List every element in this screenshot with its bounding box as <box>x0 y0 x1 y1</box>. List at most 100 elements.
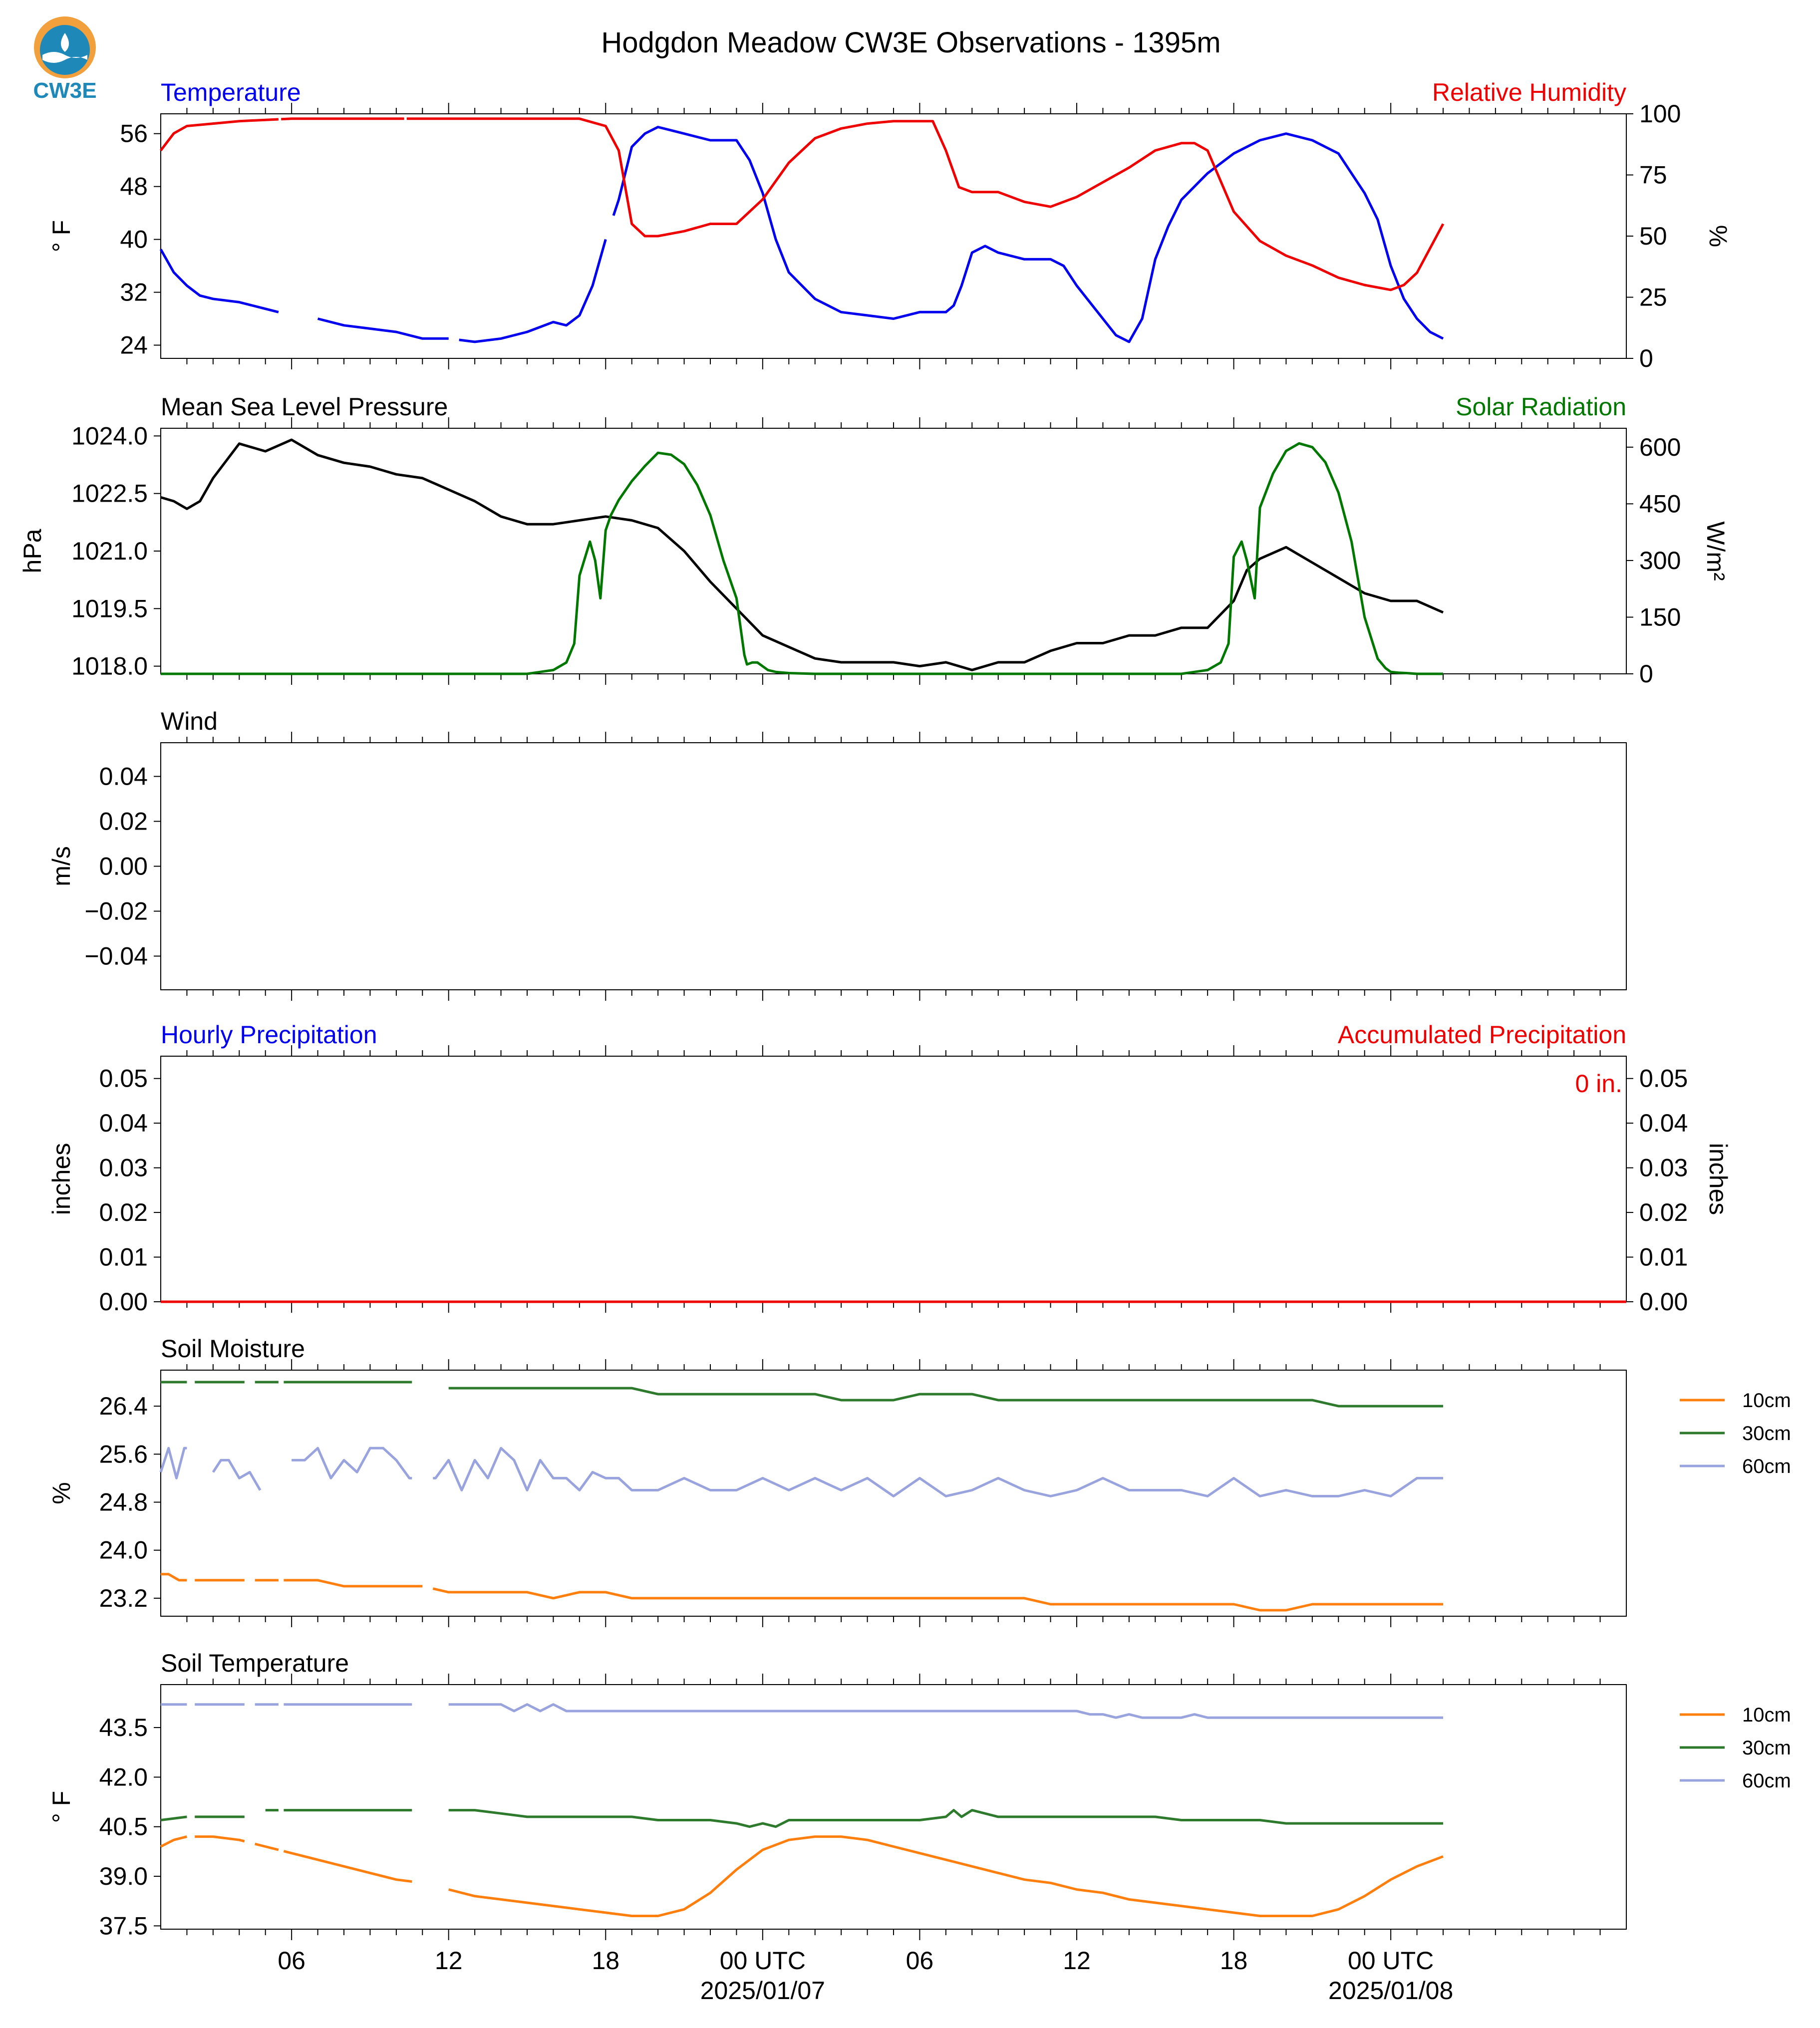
y-tick-label-left: 0.03 <box>99 1154 148 1182</box>
series-line-temperature <box>159 126 1444 343</box>
y-tick-label-left: 0.00 <box>99 853 148 880</box>
panel-title-left: Soil Moisture <box>161 1335 305 1363</box>
y-axis-label-left: inches <box>47 1143 75 1215</box>
x-tick-label: 18 <box>1220 1947 1248 1975</box>
y-tick-label-left: 40.5 <box>99 1813 148 1841</box>
x-tick-label: 00 UTC <box>1348 1947 1434 1975</box>
chart-panel-4: Soil Moisture 23.2 24.0 24.8 25.6 26.4% 10cm 30… <box>47 1335 1791 1627</box>
chart-panel-2: Wind −0.04 −0.02 0.00 0.02 0.04 m/s <box>47 707 1627 1001</box>
y-tick-label-left: 24 <box>120 331 148 359</box>
y-tick-label-left: 0.02 <box>99 1198 148 1226</box>
x-date-label: 2025/01/08 <box>1328 1977 1453 2005</box>
legend-label: 10cm <box>1742 1704 1791 1726</box>
series-line-relative-humidity <box>160 117 1445 291</box>
chart-panel-1: Mean Sea Level Pressure Solar Radiation 10… <box>18 393 1730 688</box>
y-tick-label-left: 26.4 <box>99 1392 148 1420</box>
y-axis-label-right: inches <box>1704 1143 1732 1215</box>
y-tick-label-left: 56 <box>120 120 148 148</box>
legend-label: 10cm <box>1742 1390 1791 1412</box>
panel-title-left: Soil Temperature <box>161 1649 349 1677</box>
y-tick-label-left: 37.5 <box>99 1912 148 1940</box>
y-tick-label-left: 1021.0 <box>71 537 148 565</box>
legend-label: 30cm <box>1742 1737 1791 1759</box>
y-axis-label-left: % <box>47 1482 75 1504</box>
y-tick-label-right: 0.05 <box>1639 1065 1688 1093</box>
y-tick-label-left: 0.00 <box>99 1288 148 1316</box>
x-tick-label: 12 <box>435 1947 463 1975</box>
chart-panel-0: Temperature Relative Humidity 24 32 40 48 56 0 2… <box>47 78 1732 372</box>
y-tick-label-right: 75 <box>1639 161 1667 189</box>
series-line-10cm <box>161 1573 1443 1612</box>
panels: Temperature Relative Humidity 24 32 40 48 56 0 2… <box>18 78 1791 2005</box>
y-axis-label-left: ° F <box>47 1791 75 1823</box>
y-tick-label-left: 1024.0 <box>71 422 148 450</box>
y-tick-label-left: 24.8 <box>99 1488 148 1516</box>
panel-title-left: Mean Sea Level Pressure <box>161 393 448 421</box>
series-line-30cm <box>160 1809 1443 1828</box>
y-tick-label-right: 0 <box>1639 344 1653 372</box>
panel-title-right: Accumulated Precipitation <box>1338 1021 1626 1049</box>
y-axis-label-left: ° F <box>47 220 75 252</box>
x-tick-label: 06 <box>278 1947 305 1975</box>
accumulated-total-label: 0 in. <box>1575 1070 1622 1098</box>
y-tick-label-right: 0 <box>1639 660 1653 688</box>
legend-label: 60cm <box>1742 1455 1791 1477</box>
y-tick-label-right: 600 <box>1639 433 1681 461</box>
y-tick-label-right: 0.04 <box>1639 1109 1688 1137</box>
y-tick-label-left: 39.0 <box>99 1862 148 1890</box>
x-tick-label: 12 <box>1063 1947 1091 1975</box>
cw3e-logo: CW3E <box>33 16 97 103</box>
x-tick-label: 06 <box>906 1947 934 1975</box>
x-date-label: 2025/01/07 <box>700 1977 825 2005</box>
logo-text: CW3E <box>33 78 96 103</box>
y-tick-label-left: 0.02 <box>99 808 148 836</box>
y-tick-label-left: 32 <box>120 279 148 306</box>
legend-label: 60cm <box>1742 1770 1791 1792</box>
y-tick-label-left: 0.05 <box>99 1065 148 1093</box>
y-tick-label-left: 1022.5 <box>71 480 148 508</box>
y-tick-label-left: 43.5 <box>99 1714 148 1741</box>
y-tick-label-right: 450 <box>1639 490 1681 518</box>
x-tick-label: 00 UTC <box>720 1947 806 1975</box>
panel-title-left: Hourly Precipitation <box>161 1021 377 1049</box>
y-tick-label-left: −0.04 <box>84 942 148 970</box>
y-tick-label-left: 48 <box>120 173 148 201</box>
y-tick-label-right: 100 <box>1639 100 1681 128</box>
x-tick-label: 18 <box>592 1947 619 1975</box>
series-line-solar-radiation <box>161 442 1443 675</box>
y-tick-label-left: 1019.5 <box>71 594 148 622</box>
series-line-mean-sea-level-pressure <box>160 438 1444 671</box>
series-line-10cm <box>160 1835 1444 1917</box>
chart-panel-3: Hourly Precipitation Accumulated Precipit… <box>47 1021 1732 1316</box>
y-tick-label-left: −0.02 <box>84 897 148 925</box>
legend-label: 30cm <box>1742 1423 1791 1445</box>
y-tick-label-left: 42.0 <box>99 1763 148 1791</box>
panel-title-left: Wind <box>161 707 218 735</box>
logo-wave-icon <box>42 52 87 63</box>
y-tick-label-right: 0.00 <box>1639 1288 1688 1316</box>
panel-title-right: Solar Radiation <box>1456 393 1626 421</box>
chart-panel-5: Soil Temperature 37.5 39.0 40.5 42.0 43.5 ° F 1… <box>47 1649 1791 2005</box>
y-tick-label-right: 25 <box>1639 284 1667 311</box>
y-tick-label-left: 0.04 <box>99 763 148 791</box>
y-tick-label-right: 150 <box>1639 603 1681 631</box>
series-line-60cm <box>159 1447 1443 1497</box>
y-tick-label-right: 0.03 <box>1639 1154 1688 1182</box>
y-tick-label-right: 50 <box>1639 222 1667 250</box>
y-tick-label-right: 300 <box>1639 547 1681 575</box>
series-line-30cm <box>161 1381 1443 1408</box>
logo-drop-icon <box>61 33 69 52</box>
series-line-60cm <box>161 1703 1443 1719</box>
figure-title: Hodgdon Meadow CW3E Observations - 1395m <box>601 26 1220 59</box>
y-tick-label-left: 0.01 <box>99 1243 148 1271</box>
y-tick-label-right: 0.02 <box>1639 1198 1688 1226</box>
y-axis-label-left: m/s <box>47 846 75 886</box>
panel-title-right: Relative Humidity <box>1432 78 1626 106</box>
y-tick-label-left: 1018.0 <box>71 652 148 680</box>
y-tick-label-left: 24.0 <box>99 1536 148 1564</box>
y-axis-label-right: % <box>1704 225 1732 247</box>
y-tick-label-left: 40 <box>120 226 148 254</box>
y-tick-label-left: 0.04 <box>99 1109 148 1137</box>
panel-title-left: Temperature <box>161 78 301 106</box>
